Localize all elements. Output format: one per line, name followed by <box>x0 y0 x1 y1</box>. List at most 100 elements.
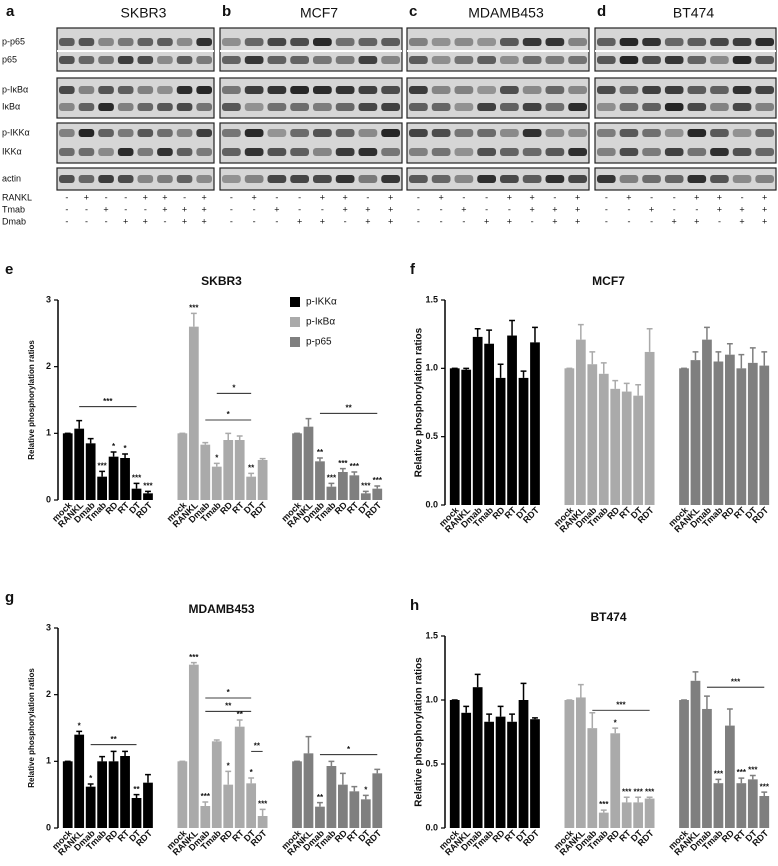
treatment-sign: - <box>650 192 653 202</box>
band <box>381 103 400 111</box>
bar <box>449 368 460 505</box>
y-axis-label: Relative phosphorylation ratios <box>414 327 425 477</box>
band <box>335 56 355 64</box>
band <box>522 148 542 156</box>
band <box>477 56 496 64</box>
treatment-sign: + <box>202 204 207 214</box>
significance: ** <box>133 785 140 794</box>
treatment-sign: + <box>529 192 534 202</box>
band <box>117 148 134 156</box>
error-bar <box>248 472 255 477</box>
band <box>98 175 114 183</box>
treatment-sign: - <box>417 216 420 226</box>
treatment-label: RANKL <box>2 192 32 202</box>
band <box>176 148 193 156</box>
y-tick-label: 0 <box>46 494 51 504</box>
error-bar <box>646 796 653 799</box>
bar <box>108 761 119 828</box>
treatment-sign: - <box>462 216 465 226</box>
band <box>454 129 474 137</box>
band <box>313 103 332 111</box>
treatment-sign: - <box>124 204 127 214</box>
band <box>313 148 332 156</box>
band <box>176 56 193 64</box>
bar <box>234 726 245 828</box>
y-tick-label: 0.5 <box>425 758 438 768</box>
band <box>244 103 264 111</box>
band <box>710 129 729 137</box>
error-bar <box>202 441 209 445</box>
band <box>431 56 451 64</box>
band <box>710 148 729 156</box>
y-tick-label: 0 <box>46 822 51 832</box>
bar <box>587 728 598 828</box>
treatment-sign: + <box>103 204 108 214</box>
blot-box <box>406 122 590 164</box>
treatment-sign: - <box>230 204 233 214</box>
treatment-sign: + <box>297 216 302 226</box>
error-bar <box>589 351 596 365</box>
band <box>59 175 75 183</box>
error-bar <box>520 682 527 700</box>
band <box>732 86 752 94</box>
significance: *** <box>189 653 199 662</box>
bar <box>338 784 348 828</box>
bar <box>349 791 360 828</box>
band <box>545 86 565 94</box>
bar <box>360 799 371 828</box>
chart-title: MCF7 <box>592 274 625 288</box>
bar <box>702 708 712 828</box>
error-bar <box>374 485 381 489</box>
band <box>477 148 496 156</box>
significance: * <box>250 768 254 777</box>
row-label: IKKα <box>2 146 22 156</box>
panel-title: MCF7 <box>300 5 338 21</box>
treatment-sign: - <box>673 192 676 202</box>
bar <box>587 364 598 505</box>
band <box>267 129 287 137</box>
band <box>500 56 519 64</box>
error-bar <box>532 717 538 720</box>
error-bar <box>532 326 538 343</box>
error-bar <box>248 777 255 784</box>
bar <box>713 783 724 828</box>
chart-title: MDAMB453 <box>188 602 254 616</box>
band <box>222 129 241 137</box>
band <box>358 129 378 137</box>
treatment-sign: + <box>529 204 534 214</box>
panel-letter: e <box>5 261 13 278</box>
band <box>196 56 212 64</box>
band <box>409 175 428 183</box>
row-label: IκBα <box>2 101 20 111</box>
y-axis-label: Relative phosphorylation ratios <box>27 668 36 788</box>
band <box>409 148 428 156</box>
y-tick-label: 0.0 <box>425 822 438 832</box>
treatment-sign: - <box>366 192 369 202</box>
bar <box>108 456 119 500</box>
blot-box <box>56 77 215 119</box>
error-bar <box>110 750 117 762</box>
treatment-sign: - <box>298 204 301 214</box>
y-tick-label: 1 <box>46 428 51 438</box>
bar <box>200 806 211 828</box>
bracket-label: *** <box>731 677 741 686</box>
error-bar <box>225 432 232 440</box>
error-bar <box>339 772 346 785</box>
band <box>710 86 729 94</box>
error-bar <box>190 312 197 327</box>
panel-title: SKBR3 <box>121 5 167 21</box>
treatment-sign: - <box>605 192 608 202</box>
error-bar <box>190 661 197 665</box>
error-bar <box>362 794 369 800</box>
treatment-sign: - <box>275 216 278 226</box>
bar <box>575 697 586 828</box>
band <box>335 38 355 46</box>
band <box>664 175 684 183</box>
error-bar <box>509 713 515 722</box>
band <box>755 129 774 137</box>
band <box>431 86 451 94</box>
bar <box>530 342 540 505</box>
error-bar <box>612 379 619 389</box>
y-tick-label: 0.5 <box>425 431 438 441</box>
blot-box <box>219 27 403 72</box>
